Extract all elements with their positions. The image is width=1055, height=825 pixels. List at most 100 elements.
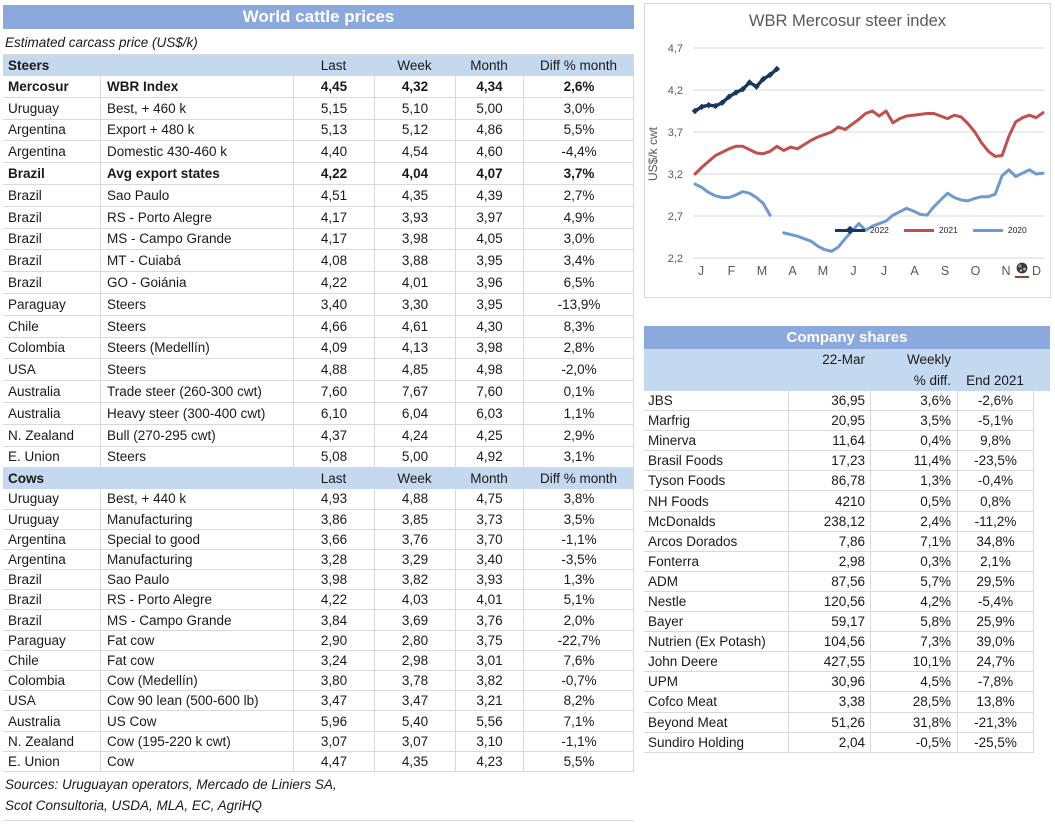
diff-cell: 3,4% <box>523 250 634 272</box>
svg-text:2,7: 2,7 <box>668 211 683 223</box>
month-cell: 3,70 <box>455 529 523 549</box>
company-row: Minerva 11,64 0,4% 9,8% <box>644 431 1034 452</box>
price-cell: 17,23 <box>788 451 870 471</box>
country-cell: Chile <box>8 652 39 668</box>
week-cell: 3,76 <box>374 529 455 549</box>
week-cell: 5,00 <box>374 446 455 468</box>
company-row: Fonterra 2,98 0,3% 2,1% <box>644 551 1034 572</box>
month-cell: 3,73 <box>455 509 523 529</box>
country-cell: Chile <box>8 318 39 334</box>
price-row: Argentina Domestic 430-460 k 4,40 4,54 4,60-… <box>3 141 634 164</box>
price-cell: 20,95 <box>788 411 870 431</box>
description-cell: Special to good <box>100 529 293 549</box>
weekly-diff-cell: 1,3% <box>870 471 957 491</box>
diff-cell: -1,1% <box>523 731 634 751</box>
diff-cell: 5,1% <box>523 590 634 610</box>
diff-cell: 3,0% <box>523 97 634 119</box>
country-cell: Brazil <box>8 166 45 182</box>
description-cell: Best, + 440 k <box>100 489 293 509</box>
company-name-cell: Cofco Meat <box>648 694 718 710</box>
price-cell: 2,04 <box>788 732 870 752</box>
svg-text:F: F <box>728 264 736 278</box>
country-cell: Brazil <box>8 572 42 588</box>
price-row: Chile Steers 4,66 4,61 4,30 8,3% <box>3 315 634 338</box>
company-name-cell: Bayer <box>648 614 684 630</box>
end-2021-cell: 25,9% <box>957 612 1033 632</box>
description-cell: Steers <box>100 446 293 468</box>
country-cell: Colombia <box>8 340 66 356</box>
end-2021-cell: -25,5% <box>957 732 1033 752</box>
country-cell: Brazil <box>8 209 42 225</box>
description-cell: Avg export states <box>100 163 293 184</box>
description-cell: Steers (Medellín) <box>100 337 293 359</box>
diff-cell: 5,5% <box>523 119 634 141</box>
company-name-cell: Nutrien (Ex Potash) <box>648 634 766 650</box>
last-cell: 4,88 <box>293 359 374 381</box>
end-2021-cell: 24,7% <box>957 652 1033 672</box>
description-cell: Steers <box>100 315 293 337</box>
diff-cell: 2,7% <box>523 184 634 206</box>
legend-line <box>835 225 865 234</box>
diff-cell: 5,5% <box>523 751 634 771</box>
end-2021-cell: 2,1% <box>957 551 1033 571</box>
company-row: Cofco Meat 3,38 28,5% 13,8% <box>644 692 1034 713</box>
price-row: Argentina Special to good 3,66 3,76 3,70 -1,1… <box>3 529 634 550</box>
svg-text:O: O <box>971 264 981 278</box>
description-cell: Fat cow <box>100 650 293 671</box>
price-row: Brazil MS - Campo Grande 4,17 3,98 4,05 3,0% <box>3 228 634 251</box>
price-cell: 3,38 <box>788 692 870 712</box>
country-cell: E. Union <box>8 449 60 465</box>
company-name-cell: Fonterra <box>648 553 700 569</box>
price-row: N. Zealand Bull (270-295 cwt) 4,37 4,24 4,25… <box>3 424 634 447</box>
month-cell: 5,00 <box>455 97 523 119</box>
price-row: Paraguay Steers 3,40 3,30 3,95 -13,9% <box>3 293 634 316</box>
company-row: ADM 87,56 5,7% 29,5% <box>644 571 1034 592</box>
company-name-cell: Minerva <box>648 433 697 449</box>
month-cell: 4,25 <box>455 424 523 446</box>
company-rows: JBS 36,95 3,6% -2,6% Marfrig 20,95 3,5% -5,1% Mi… <box>644 391 1050 753</box>
diff-cell: 3,5% <box>523 509 634 529</box>
svg-text:4,7: 4,7 <box>668 43 683 55</box>
price-cell: 120,56 <box>788 591 870 612</box>
week-cell: 2,98 <box>374 650 455 671</box>
country-cell: Argentina <box>8 122 66 138</box>
week-cell: 6,04 <box>374 402 455 424</box>
last-cell: 7,60 <box>293 381 374 402</box>
diff-cell: 3,8% <box>523 489 634 509</box>
price-row: Colombia Steers (Medellín) 4,09 4,13 3,98 2,8… <box>3 337 634 360</box>
end-2021-cell: 34,8% <box>957 531 1033 551</box>
company-shares-header: 22-Mar Weekly % diff. End 2021 <box>644 349 1050 391</box>
company-row: NH Foods 4210 0,5% 0,8% <box>644 491 1034 512</box>
week-cell: 3,47 <box>374 691 455 711</box>
svg-text:D: D <box>1032 264 1041 278</box>
svg-text:A: A <box>910 264 919 278</box>
month-cell: 4,30 <box>455 315 523 337</box>
month-cell: 3,96 <box>455 272 523 293</box>
price-row: Australia Heavy steer (300-400 cwt) 6,10 6,… <box>3 402 634 425</box>
price-cell: 7,86 <box>788 531 870 551</box>
weekly-diff-cell: 0,3% <box>870 551 957 571</box>
price-row: USA Steers 4,88 4,85 4,98 -2,0% <box>3 359 634 382</box>
price-cell: 427,55 <box>788 652 870 672</box>
diff-cell: 0,1% <box>523 381 634 402</box>
country-cell: N. Zealand <box>8 733 75 749</box>
country-cell: Brazil <box>8 612 42 628</box>
country-cell: Colombia <box>8 673 66 689</box>
diff-cell: 2,6% <box>523 76 634 97</box>
week-cell: 4,35 <box>374 184 455 206</box>
last-cell: 4,08 <box>293 250 374 272</box>
diff-cell: 3,0% <box>523 228 634 250</box>
country-cell: Argentina <box>8 552 66 567</box>
week-cell: 7,67 <box>374 381 455 402</box>
company-row: Tyson Foods 86,78 1,3% -0,4% <box>644 471 1034 492</box>
month-cell: 7,60 <box>455 381 523 402</box>
price-cell: 11,64 <box>788 431 870 451</box>
price-row: Brazil RS - Porto Alegre 4,17 3,93 3,97 4,9% <box>3 206 634 229</box>
weekly-diff-cell: 0,5% <box>870 491 957 511</box>
y-axis-title: US$/k cwt <box>646 126 660 181</box>
end-2021-cell: -21,3% <box>957 712 1033 732</box>
price-cell: 104,56 <box>788 632 870 652</box>
week-cell: 3,85 <box>374 509 455 529</box>
weekly-diff-cell: 28,5% <box>870 692 957 712</box>
week-cell: 3,88 <box>374 250 455 272</box>
